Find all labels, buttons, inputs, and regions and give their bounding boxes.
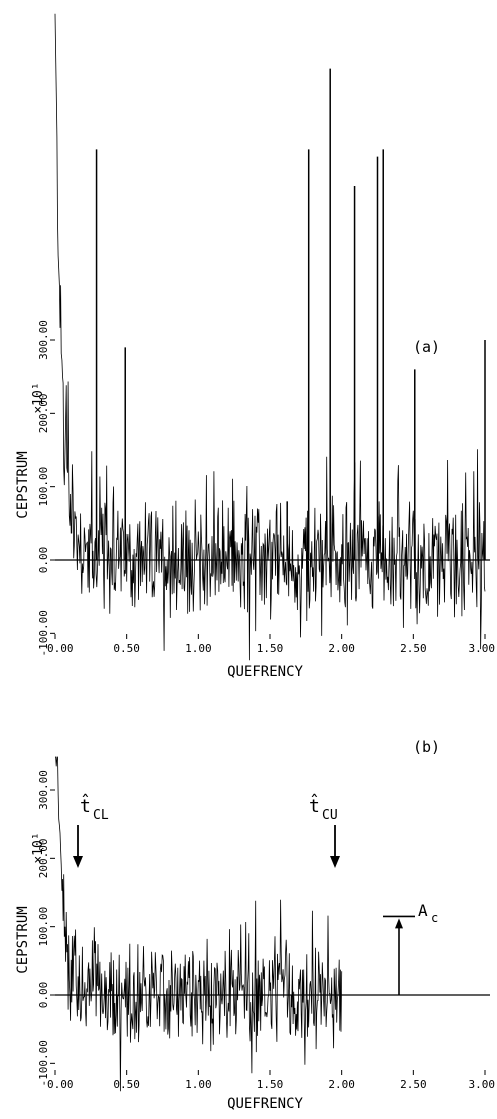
panel-b-x-tick-label-2: 1.00 (185, 1078, 212, 1091)
panel-a-y-tick-label-3: 200.00 (37, 393, 50, 433)
panel-a-y-ticks: -100.00 0.00 100.00 200.00 300.00 (37, 320, 55, 657)
panel-b-y-tick-label-1: 0.00 (37, 982, 50, 1009)
panel-b-x-axis-label: QUEFRENCY (227, 1096, 303, 1112)
panel-a-y-tick-label-4: 300.00 (37, 320, 50, 360)
panel-b-x-ticks: 0.00 0.50 1.00 1.50 2.00 2.50 3.00 (47, 1070, 495, 1091)
panel-a-y-tick-label-0: -100.00 (37, 610, 50, 656)
panel-b-x-tick-label-5: 2.50 (400, 1078, 427, 1091)
panel-b-label: (b) (413, 738, 440, 756)
panel-a-x-tick-label-0: 0.00 (47, 642, 74, 655)
panel-a-x-tick-label-3: 1.50 (257, 642, 284, 655)
panel-a-label: (a) (413, 338, 440, 356)
panel-b-y-tick-label-3: 200.00 (37, 838, 50, 878)
panel-a-x-tick-label-4: 2.00 (328, 642, 355, 655)
panel-a-x-tick-label-6: 3.00 (469, 642, 496, 655)
panel-b-x-tick-label-6: 3.00 (469, 1078, 496, 1091)
panel-a-y-tick-label-1: 0.00 (37, 547, 50, 574)
annotation-t-cu-arrowhead (330, 856, 340, 868)
panel-b-y-ticks: -100.00 0.00 100.00 200.00 300.00 (37, 770, 55, 1087)
panel-a-y-multiplier: ×10¹ (31, 382, 46, 413)
panel-a-y-axis-label: CEPSTRUM (15, 451, 31, 518)
panel-b-y-axis-label: CEPSTRUM (15, 906, 31, 973)
panel-a: 0.00 0.50 1.00 1.50 2.00 2.50 3.00 -100.000.00… (15, 13, 495, 680)
panel-b: 0.00 0.50 1.00 1.50 2.00 2.50 3.00 -100.000.00… (15, 738, 495, 1112)
amplitude-marker-sub: c (431, 911, 438, 925)
panel-a-peaks (95, 68, 486, 560)
panel-a-x-axis-label: QUEFRENCY (227, 664, 303, 680)
amplitude-marker-label: A (418, 901, 428, 920)
panel-b-series-line (55, 756, 343, 1092)
panel-a-x-tick-label-2: 1.00 (185, 642, 212, 655)
panel-a-trace (54, 13, 486, 661)
annotation-t-cl-arrowhead (73, 856, 83, 868)
panel-b-y-tick-label-2: 100.00 (37, 907, 50, 947)
panel-a-x-tick-label-1: 0.50 (113, 642, 140, 655)
panel-b-x-tick-label-3: 1.50 (257, 1078, 284, 1091)
annotation-t-cu-label: t̂ (309, 793, 320, 817)
panel-b-y-tick-label-4: 300.00 (37, 770, 50, 810)
panel-b-y-tick-label-0: -100.00 (37, 1040, 50, 1086)
panel-a-y-tick-label-2: 100.00 (37, 467, 50, 507)
panel-b-x-tick-label-1: 0.50 (113, 1078, 140, 1091)
annotation-t-cu: t̂ CU (309, 793, 340, 868)
panel-b-y-multiplier: ×10¹ (31, 832, 46, 863)
annotation-t-cl-label: t̂ (80, 793, 91, 817)
annotation-t-cu-sub: CU (322, 808, 338, 823)
panel-b-x-tick-label-4: 2.00 (328, 1078, 355, 1091)
annotation-t-cl: t̂ CL (73, 793, 109, 868)
amplitude-marker: A c (383, 901, 438, 995)
panel-a-x-ticks: 0.00 0.50 1.00 1.50 2.00 2.50 3.00 (47, 634, 495, 655)
panel-b-trace (55, 756, 343, 1092)
annotation-t-cl-sub: CL (93, 808, 109, 823)
panel-a-x-tick-label-5: 2.50 (400, 642, 427, 655)
amplitude-marker-arrowhead (395, 918, 403, 929)
panel-a-series-line (54, 13, 486, 661)
panel-b-x-tick-label-0: 0.00 (47, 1078, 74, 1091)
